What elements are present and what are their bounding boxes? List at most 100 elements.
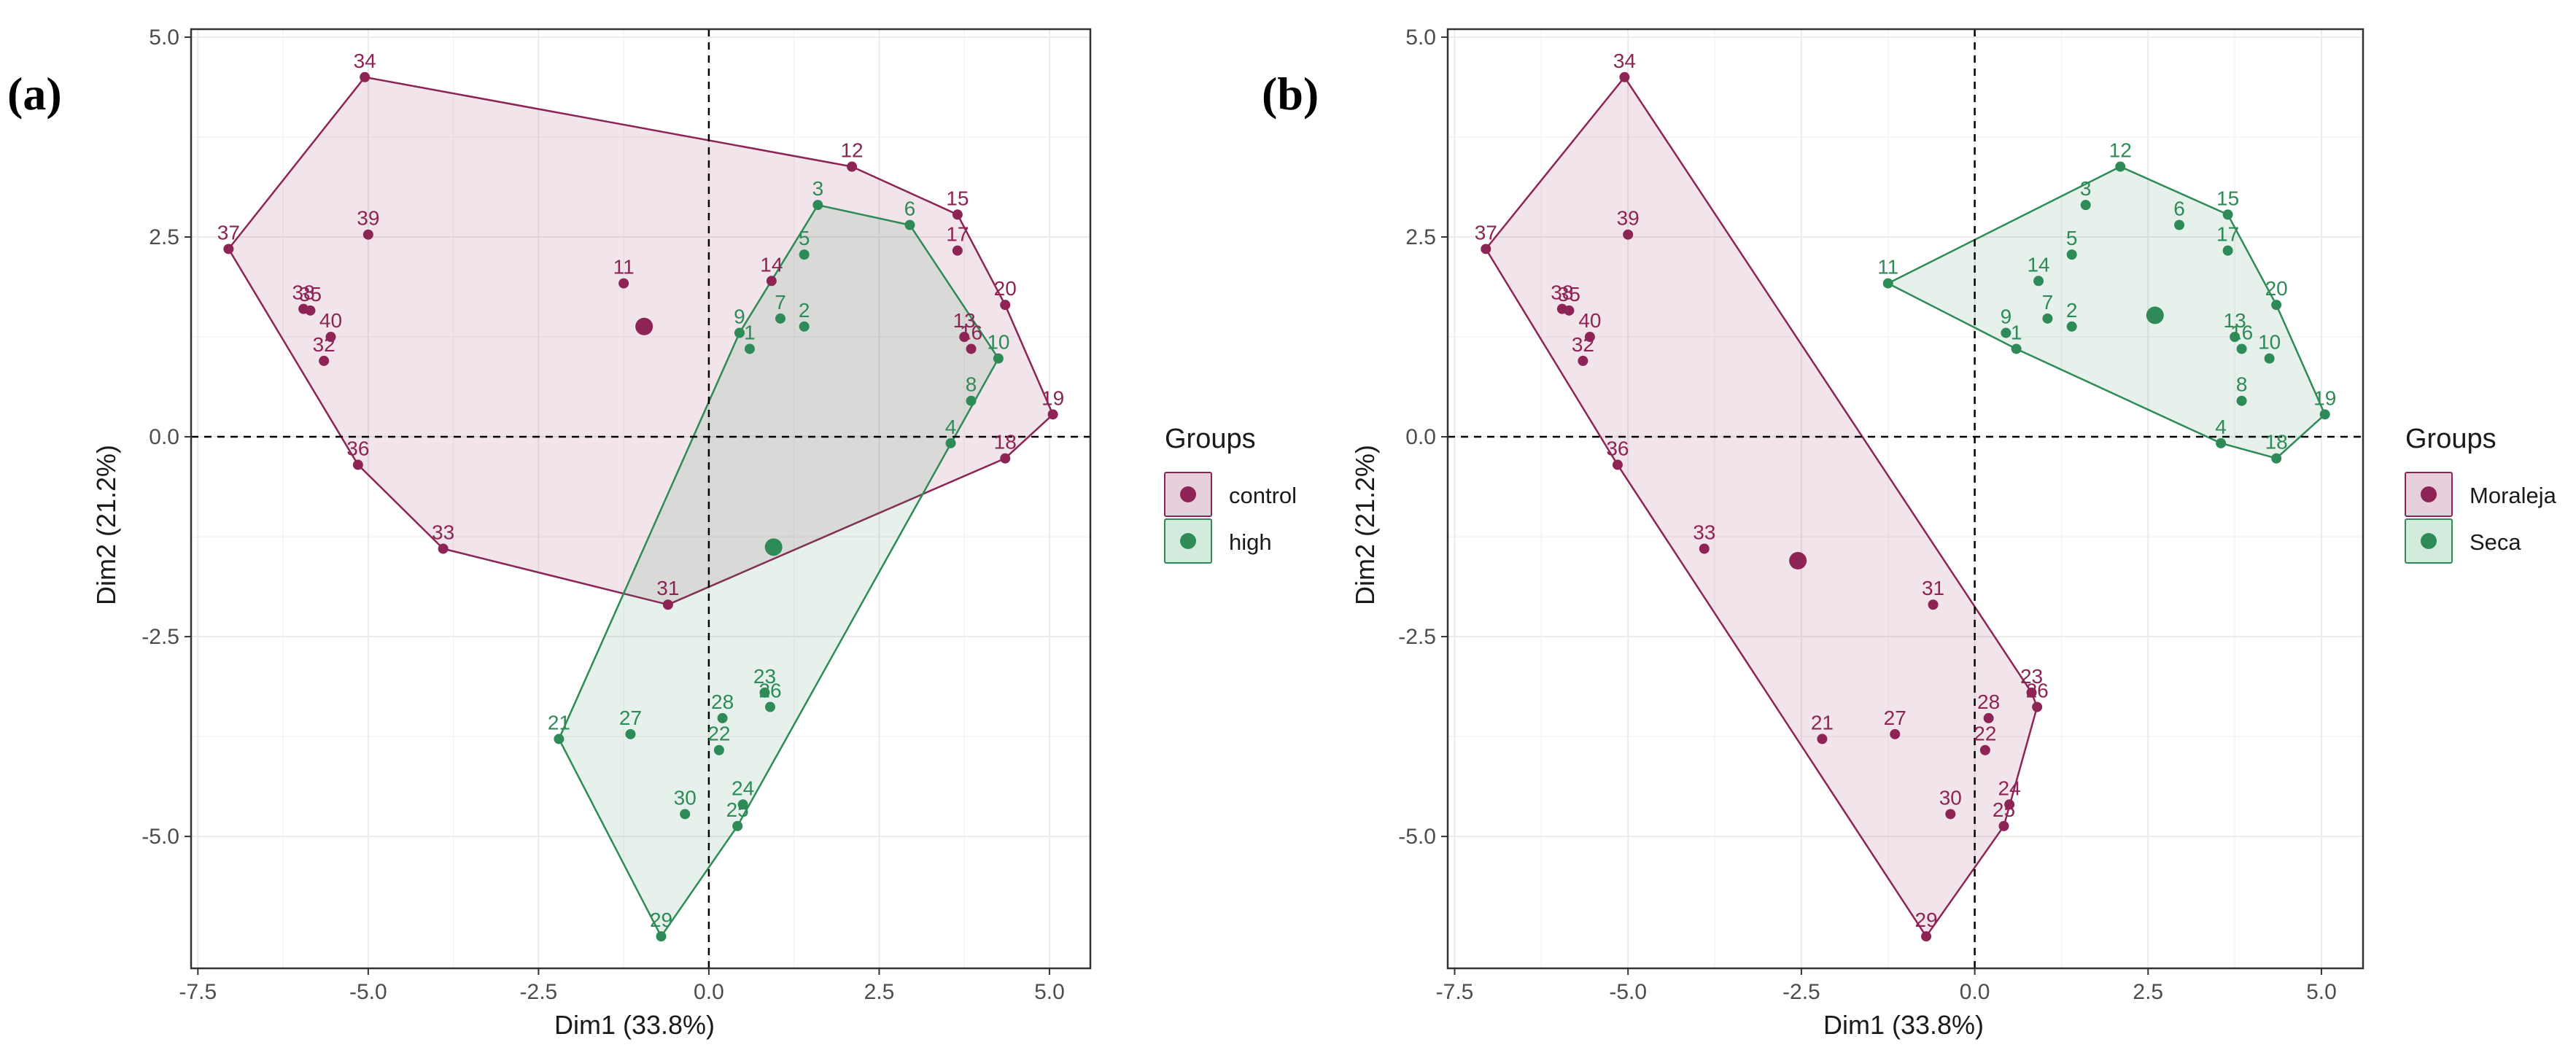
point-label: 40 (319, 309, 342, 332)
x-tick-label: -5.0 (349, 980, 387, 1004)
panel-label: (a) (7, 68, 62, 120)
legend-label: control (1229, 483, 1297, 508)
plot-background (191, 29, 1090, 968)
data-point (2271, 453, 2282, 464)
point-label: 3 (2080, 177, 2092, 200)
data-point (2042, 313, 2053, 324)
data-point (713, 744, 724, 755)
point-label: 22 (707, 723, 730, 745)
point-label: 3 (812, 177, 824, 200)
data-point (2236, 395, 2247, 406)
point-label: 13 (953, 309, 976, 332)
legend-title: Groups (1165, 424, 1256, 454)
data-point (1983, 712, 1994, 723)
data-point (2066, 321, 2077, 332)
y-tick-label: -2.5 (141, 625, 179, 649)
data-point (847, 161, 858, 172)
point-label: 29 (650, 909, 672, 931)
point-label: 19 (2313, 386, 2336, 409)
data-point (1945, 809, 1956, 820)
point-label: 18 (2265, 431, 2288, 454)
x-tick-label: -7.5 (1436, 980, 1474, 1004)
x-tick-label: -5.0 (1609, 980, 1647, 1004)
point-label: 28 (711, 691, 734, 713)
point-label: 23 (2020, 665, 2043, 688)
data-point (812, 200, 823, 211)
data-point (904, 219, 915, 230)
data-point (305, 305, 316, 316)
data-point (2222, 209, 2233, 220)
data-point (319, 355, 330, 366)
point-label: 27 (1884, 707, 1906, 729)
data-point (1619, 71, 1630, 82)
data-point (1699, 543, 1710, 554)
x-tick-label: 2.5 (2133, 980, 2163, 1004)
data-point (362, 229, 373, 240)
data-point (966, 343, 977, 354)
x-axis-title: Dim1 (33.8%) (554, 1010, 715, 1040)
data-point (1584, 332, 1595, 343)
point-label: 15 (2216, 187, 2239, 209)
data-point (1928, 599, 1939, 610)
data-point (717, 712, 728, 723)
x-tick-label: 0.0 (1960, 980, 1990, 1004)
point-label: 31 (656, 577, 679, 599)
data-point (2026, 687, 2037, 698)
legend: Groups control high (1164, 424, 1297, 564)
point-label: 39 (357, 207, 379, 230)
data-point (2264, 353, 2275, 364)
point-label: 13 (2224, 309, 2246, 332)
data-point (1817, 734, 1828, 744)
y-tick-label: 0.0 (149, 425, 179, 449)
data-point (764, 701, 775, 712)
data-point (1921, 931, 1932, 942)
data-point (775, 313, 785, 324)
hull-moraleja (1485, 76, 2038, 938)
group-centroid (764, 538, 783, 556)
data-point (1623, 229, 1634, 240)
data-point (2222, 245, 2233, 256)
point-label: 39 (1617, 207, 1640, 230)
group-centroid (635, 317, 653, 335)
data-point (1047, 409, 1058, 420)
data-point (2216, 438, 2227, 448)
legend-label: Moraleja (2470, 483, 2557, 508)
data-point (744, 343, 755, 354)
x-axis-title: Dim1 (33.8%) (1823, 1010, 1984, 1040)
point-label: 1 (744, 321, 756, 343)
point-label: 30 (1939, 786, 1962, 809)
point-label: 14 (760, 253, 783, 276)
data-point (2271, 300, 2282, 311)
group-centroid (2146, 306, 2164, 324)
data-point (2066, 249, 2077, 260)
point-label: 24 (1998, 777, 2021, 799)
y-axis-title: Dim2 (21.2%) (1350, 445, 1380, 605)
x-tick-label: -2.5 (520, 980, 558, 1004)
y-tick-label: 5.0 (149, 26, 179, 50)
point-label: 33 (1693, 521, 1715, 544)
point-label: 20 (994, 277, 1017, 300)
point-label: 25 (1993, 798, 2015, 821)
point-label: 11 (613, 256, 635, 279)
data-point (2001, 327, 2011, 338)
point-label: 29 (1914, 909, 1937, 931)
x-tick-label: 2.5 (864, 980, 895, 1004)
point-label: 1 (2011, 321, 2022, 343)
point-label: 36 (1606, 437, 1629, 459)
point-label: 7 (775, 291, 786, 314)
point-label: 16 (2230, 321, 2253, 343)
point-label: 30 (674, 786, 697, 809)
data-point (2230, 332, 2241, 343)
point-label: 25 (726, 798, 749, 821)
data-point (952, 209, 963, 220)
point-label: 24 (732, 777, 754, 799)
y-tick-label: 5.0 (1405, 26, 1436, 50)
data-point (1000, 453, 1011, 464)
data-point (625, 728, 636, 739)
data-point (325, 332, 336, 343)
point-label: 37 (217, 221, 240, 244)
point-label: 34 (1613, 50, 1636, 72)
data-point (2080, 200, 2091, 211)
